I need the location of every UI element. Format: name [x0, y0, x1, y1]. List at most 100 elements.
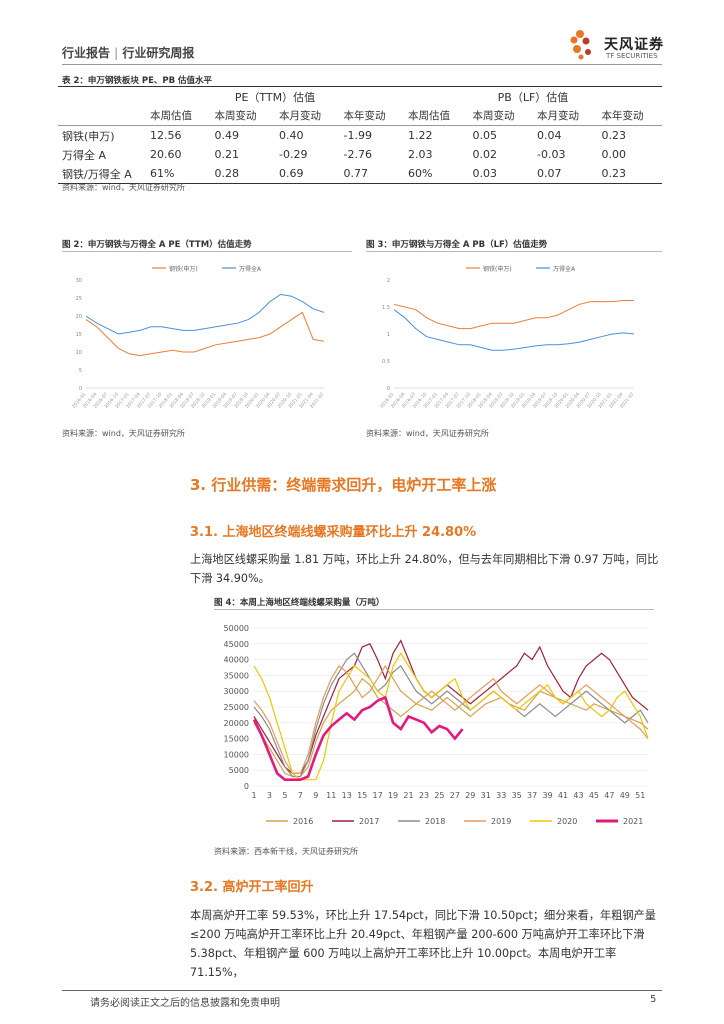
fig3-source: 资料来源：wind，天风证券研究所 [366, 429, 489, 438]
x-tick-label: 5 [282, 791, 287, 800]
series-line-2018 [253, 652, 649, 778]
fig2-chart: 钢铁(申万) 万得全A0510152025302016-012016-042016… [71, 265, 326, 410]
legend-label: 2016 [293, 817, 313, 826]
table-cell: 61% [146, 164, 211, 184]
legend-label: 2019 [491, 817, 511, 826]
y-tick-label: 35000 [224, 671, 249, 680]
column-header: 本月变动 [275, 106, 340, 126]
series-line-2020 [253, 652, 649, 781]
y-tick-label: 0.5 [382, 359, 390, 365]
legend-label: 钢铁(申万) [169, 265, 198, 273]
table-source: 资料来源：wind，天风证券研究所 [62, 183, 185, 192]
series-line-2016 [253, 677, 649, 778]
table-cell: 0.07 [533, 164, 598, 184]
table-cell: 0.21 [214, 148, 240, 161]
header-separator: | [114, 46, 119, 60]
table-cell: 0.77 [339, 164, 404, 184]
y-tick-label: 25000 [224, 703, 249, 712]
table-cell: 0.05 [472, 129, 498, 142]
table-cell: 1.22 [408, 129, 433, 142]
x-tick-label: 47 [604, 791, 614, 800]
table-row: 万得全 A 20.60 0.21 -0.29 -2.76 2.03 0.02 -… [58, 145, 662, 164]
y-tick-label: 0 [244, 782, 249, 791]
x-tick-label: 23 [419, 791, 429, 800]
table-cell: 20.60 [150, 148, 182, 161]
table-cell: 2.03 [408, 148, 433, 161]
section-3-2-heading: 3.2. 高炉开工率回升 [190, 880, 314, 895]
y-tick-label: 10 [76, 350, 82, 356]
y-tick-label: 0 [387, 386, 390, 392]
y-tick-label: 5000 [229, 766, 249, 775]
x-tick-label: 15 [357, 791, 367, 800]
x-tick-label: 43 [573, 791, 583, 800]
column-header: 本周变动 [210, 106, 275, 126]
y-tick-label: 1 [387, 332, 390, 338]
y-tick-label: 30000 [224, 687, 249, 696]
column-header: 本年变动 [597, 106, 662, 126]
y-tick-label: 5 [79, 368, 82, 374]
x-tick-label: 37 [527, 791, 537, 800]
column-header: 本年变动 [339, 106, 404, 126]
group-header-pe: PE（TTM）估值 [146, 86, 404, 106]
table-cell: 60% [404, 164, 469, 184]
fig3-chart: 钢铁(申万) 万得全A00.511.522016-012016-042016-07… [379, 265, 636, 410]
x-tick-label: 11 [326, 791, 336, 800]
x-tick-label: 33 [496, 791, 506, 800]
header-divider [62, 64, 662, 65]
valuation-table: PE（TTM）估值 PB（LF）估值 本周估值 本周变动 本月变动 本年变动 本… [58, 86, 662, 184]
table-cell: -0.29 [279, 148, 308, 161]
fig4-title-rule [214, 609, 654, 610]
series-line-2021 [252, 695, 464, 781]
x-tick-label: 17 [373, 791, 383, 800]
x-tick-label: 3 [267, 791, 272, 800]
table-cell: 12.56 [150, 129, 182, 142]
logo-text-en: TF SECURITIES [606, 52, 658, 60]
y-tick-label: 0 [79, 386, 82, 392]
table-row: 钢铁(申万) 12.56 0.49 0.40 -1.99 1.22 0.05 0… [58, 126, 662, 146]
group-header-pb: PB（LF）估值 [404, 86, 662, 106]
table-cell: 0.28 [210, 164, 275, 184]
table-title: 表 2：申万钢铁板块 PE、PB 估值水平 [62, 76, 213, 86]
row-label-header [58, 106, 146, 126]
header-left: 行业报告 [62, 46, 111, 60]
footer-disclaimer: 请务必阅读正文之后的信息披露和免责申明 [90, 998, 280, 1009]
column-header: 本周估值 [146, 106, 211, 126]
series-line-钢铁(申万) [393, 300, 634, 330]
series-line-2017 [253, 639, 649, 774]
row-label: 钢铁/万得全 A [58, 164, 146, 184]
row-label: 万得全 A [62, 148, 107, 162]
logo-text-cn: 天风证券 [604, 37, 664, 53]
section-3-heading: 3. 行业供需：终端需求回升，电炉开工率上涨 [190, 476, 497, 494]
section-3-1-paragraph: 上海地区线螺采购量 1.81 万吨，环比上升 24.80%，但与去年同期相比下滑… [190, 553, 659, 585]
x-tick-label: 51 [635, 791, 645, 800]
table-corner [58, 86, 146, 106]
y-tick-label: 40000 [224, 656, 249, 665]
x-tick-label: 13 [342, 791, 352, 800]
fig2-source: 资料来源：wind，天风证券研究所 [62, 429, 185, 438]
legend-label: 2020 [557, 817, 577, 826]
y-tick-label: 50000 [224, 624, 249, 633]
fig3-title-rule [366, 251, 662, 252]
fig3-title: 图 3：申万钢铁与万得全 A PB（LF）估值走势 [366, 240, 548, 250]
y-tick-label: 2 [387, 278, 390, 284]
y-tick-label: 20000 [224, 719, 249, 728]
table-column-header: 本周估值 本周变动 本月变动 本年变动 本周估值 本周变动 本月变动 本年变动 [58, 106, 662, 126]
x-tick-label: 31 [481, 791, 491, 800]
table-row: 钢铁/万得全 A 61% 0.28 0.69 0.77 60% 0.03 0.0… [58, 164, 662, 184]
fig2-title-rule [62, 251, 352, 252]
table-cell: 0.40 [279, 129, 304, 142]
x-tick-label: 45 [589, 791, 599, 800]
series-line-万得全A [393, 309, 635, 351]
table-cell: 0.69 [275, 164, 340, 184]
x-tick-label: 29 [465, 791, 475, 800]
x-tick-label: 25 [434, 791, 444, 800]
x-tick-label: 9 [313, 791, 318, 800]
table-cell: 0.23 [601, 129, 627, 142]
table-cell: -1.99 [343, 129, 372, 142]
table-cell: 0.04 [537, 129, 562, 142]
row-label: 钢铁(申万) [62, 129, 115, 143]
table-cell: 0.02 [472, 148, 498, 161]
table-cell: 0.23 [597, 164, 662, 184]
fig2-title: 图 2：申万钢铁与万得全 A PE（TTM）估值走势 [62, 240, 252, 250]
x-tick-label: 27 [450, 791, 460, 800]
